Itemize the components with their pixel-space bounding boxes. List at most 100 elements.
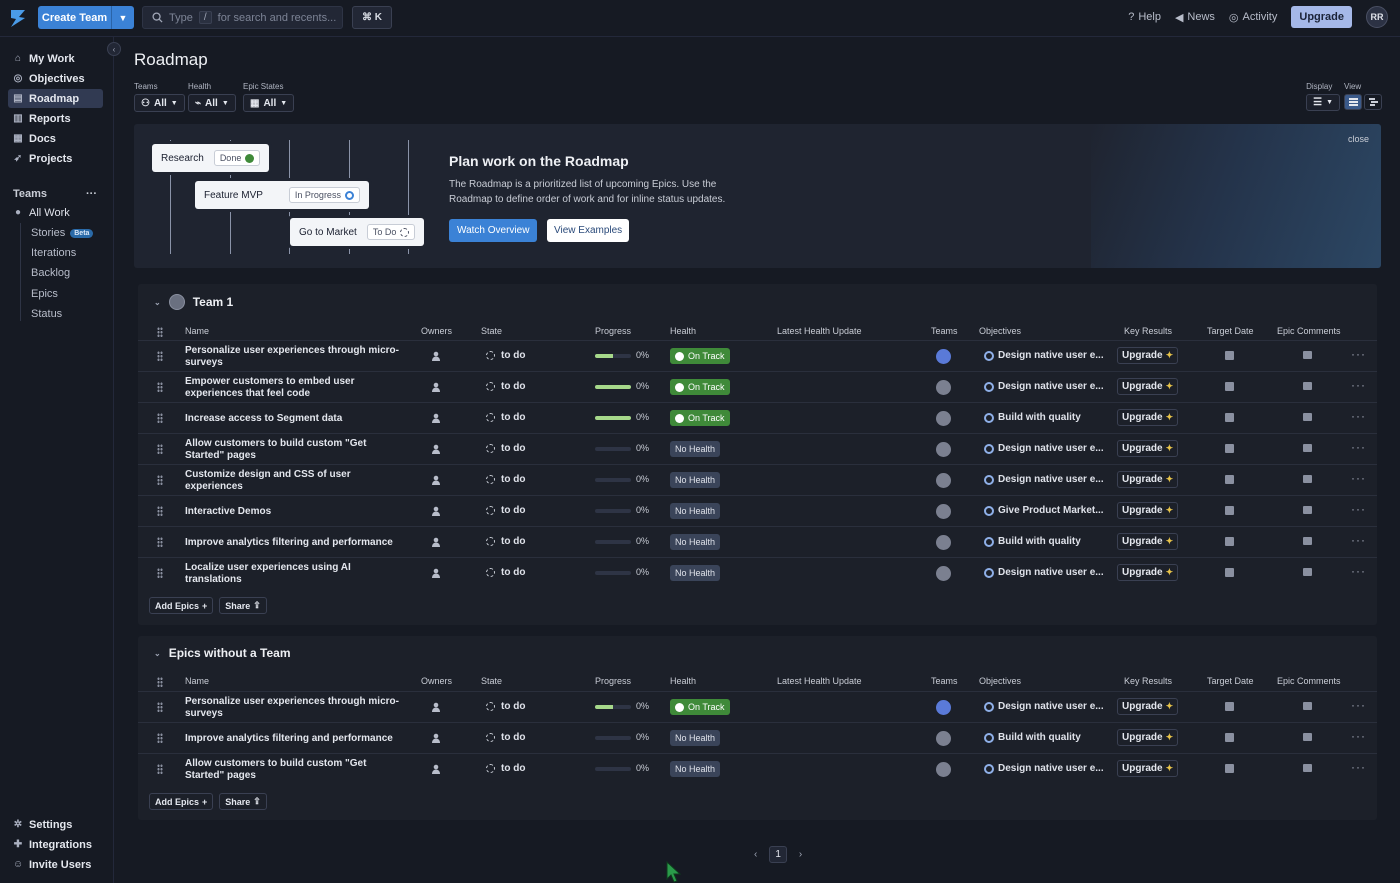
- column-header[interactable]: Target Date: [1207, 676, 1254, 686]
- objective-link[interactable]: Design native user e...: [984, 763, 1104, 774]
- epic-name[interactable]: Empower customers to embed user experien…: [185, 375, 355, 399]
- state-select[interactable]: to do: [486, 701, 525, 712]
- drag-handle-icon[interactable]: [157, 702, 163, 712]
- comment-icon[interactable]: [1303, 413, 1312, 421]
- health-badge[interactable]: No Health: [670, 472, 721, 488]
- comment-icon[interactable]: [1303, 444, 1312, 452]
- calendar-icon[interactable]: [1225, 382, 1234, 391]
- epic-name[interactable]: Increase access to Segment data: [185, 412, 343, 424]
- calendar-icon[interactable]: [1225, 537, 1234, 546]
- view-examples-button[interactable]: View Examples: [547, 219, 630, 242]
- team-avatar[interactable]: [936, 762, 951, 777]
- column-header[interactable]: Latest Health Update: [777, 326, 862, 336]
- sidebar-item-integrations[interactable]: ✚ Integrations: [8, 835, 103, 854]
- state-select[interactable]: to do: [486, 763, 525, 774]
- sidebar-item-all-work[interactable]: ● All Work: [8, 203, 103, 222]
- epic-states-filter-dropdown[interactable]: ▦ All ▼: [243, 94, 295, 112]
- more-icon[interactable]: ···: [1351, 378, 1366, 392]
- sidebar-item-roadmap[interactable]: ▤ Roadmap: [8, 89, 103, 108]
- more-icon[interactable]: ···: [1351, 471, 1366, 485]
- key-results-upgrade-button[interactable]: Upgrade ✦: [1117, 378, 1179, 395]
- column-header[interactable]: Epic Comments: [1277, 676, 1341, 686]
- epic-name[interactable]: Allow customers to build custom "Get Sta…: [185, 757, 367, 781]
- column-header[interactable]: Key Results: [1124, 676, 1173, 686]
- create-team-button[interactable]: Create Team ▼: [38, 6, 134, 29]
- state-select[interactable]: to do: [486, 412, 525, 423]
- more-icon[interactable]: ···: [1351, 347, 1366, 361]
- calendar-icon[interactable]: [1225, 475, 1234, 484]
- key-results-upgrade-button[interactable]: Upgrade ✦: [1117, 409, 1179, 426]
- team-avatar[interactable]: [936, 349, 951, 364]
- objective-link[interactable]: Build with quality: [984, 536, 1104, 547]
- team-avatar[interactable]: [936, 731, 951, 746]
- drag-handle-icon[interactable]: [157, 506, 163, 516]
- calendar-icon[interactable]: [1225, 733, 1234, 742]
- add-epics-button[interactable]: Add Epics +: [149, 793, 214, 810]
- next-page-button[interactable]: ›: [798, 849, 803, 860]
- more-icon[interactable]: ···: [86, 188, 97, 200]
- drag-handle-icon[interactable]: [157, 764, 163, 774]
- column-header[interactable]: Key Results: [1124, 326, 1173, 336]
- team-avatar[interactable]: [936, 535, 951, 550]
- avatar[interactable]: RR: [1366, 6, 1388, 28]
- column-header[interactable]: Teams: [931, 676, 958, 686]
- state-select[interactable]: to do: [486, 567, 525, 578]
- key-results-upgrade-button[interactable]: Upgrade ✦: [1117, 471, 1179, 488]
- owner-icon[interactable]: [432, 702, 440, 712]
- sidebar-item-backlog[interactable]: Backlog: [31, 267, 70, 279]
- sidebar-item-docs[interactable]: ▦ Docs: [8, 129, 103, 148]
- table-row[interactable]: Personalize user experiences through mic…: [138, 691, 1377, 722]
- key-results-upgrade-button[interactable]: Upgrade ✦: [1117, 533, 1179, 550]
- drag-handle-icon[interactable]: [157, 382, 163, 392]
- calendar-icon[interactable]: [1225, 413, 1234, 422]
- comment-icon[interactable]: [1303, 733, 1312, 741]
- comment-icon[interactable]: [1303, 506, 1312, 514]
- more-icon[interactable]: ···: [1351, 760, 1366, 774]
- sidebar-item-invite-users[interactable]: ☺ Invite Users: [8, 855, 103, 874]
- owner-icon[interactable]: [432, 568, 440, 578]
- table-row[interactable]: Allow customers to build custom "Get Sta…: [138, 433, 1377, 464]
- calendar-icon[interactable]: [1225, 702, 1234, 711]
- sidebar-item-epics[interactable]: Epics: [31, 288, 58, 300]
- state-select[interactable]: to do: [486, 350, 525, 361]
- state-select[interactable]: to do: [486, 732, 525, 743]
- chevron-down-icon[interactable]: ⌄: [154, 297, 161, 307]
- more-icon[interactable]: ···: [1351, 440, 1366, 454]
- close-banner-link[interactable]: close: [1347, 134, 1369, 144]
- watch-overview-button[interactable]: Watch Overview: [449, 219, 538, 242]
- comment-icon[interactable]: [1303, 537, 1312, 545]
- table-row[interactable]: Localize user experiences using AI trans…: [138, 557, 1377, 588]
- objective-link[interactable]: Design native user e...: [984, 567, 1104, 578]
- page-number[interactable]: 1: [769, 846, 787, 863]
- health-badge[interactable]: On Track: [670, 348, 730, 364]
- objective-link[interactable]: Design native user e...: [984, 443, 1104, 454]
- sidebar-item-reports[interactable]: ▥ Reports: [8, 109, 103, 128]
- column-header[interactable]: Teams: [931, 326, 958, 336]
- teams-filter-dropdown[interactable]: ⚇ All ▼: [134, 94, 185, 112]
- news-link[interactable]: ◀ News: [1175, 11, 1215, 24]
- comment-icon[interactable]: [1303, 702, 1312, 710]
- key-results-upgrade-button[interactable]: Upgrade ✦: [1117, 347, 1179, 364]
- owner-icon[interactable]: [432, 764, 440, 774]
- table-row[interactable]: Personalize user experiences through mic…: [138, 340, 1377, 371]
- drag-handle-icon[interactable]: [157, 413, 163, 423]
- drag-handle-icon[interactable]: [157, 733, 163, 743]
- sidebar-item-status[interactable]: Status: [31, 308, 62, 320]
- column-header[interactable]: State: [481, 326, 503, 336]
- sidebar-item-projects[interactable]: ➶ Projects: [8, 149, 103, 168]
- state-select[interactable]: to do: [486, 505, 525, 516]
- column-header[interactable]: State: [481, 676, 503, 686]
- drag-handle-icon[interactable]: [157, 327, 163, 337]
- calendar-icon[interactable]: [1225, 568, 1234, 577]
- chevron-down-icon[interactable]: ⌄: [154, 648, 161, 658]
- more-icon[interactable]: ···: [1351, 533, 1366, 547]
- key-results-upgrade-button[interactable]: Upgrade ✦: [1117, 729, 1179, 746]
- list-view-icon[interactable]: [1344, 94, 1362, 110]
- table-row[interactable]: Improve analytics filtering and performa…: [138, 722, 1377, 753]
- column-header[interactable]: Health: [670, 676, 697, 686]
- key-results-upgrade-button[interactable]: Upgrade ✦: [1117, 760, 1179, 777]
- epic-name[interactable]: Improve analytics filtering and performa…: [185, 732, 393, 744]
- objective-link[interactable]: Build with quality: [984, 412, 1104, 423]
- owner-icon[interactable]: [432, 733, 440, 743]
- section-header[interactable]: ⌄ Epics without a Team: [154, 646, 291, 660]
